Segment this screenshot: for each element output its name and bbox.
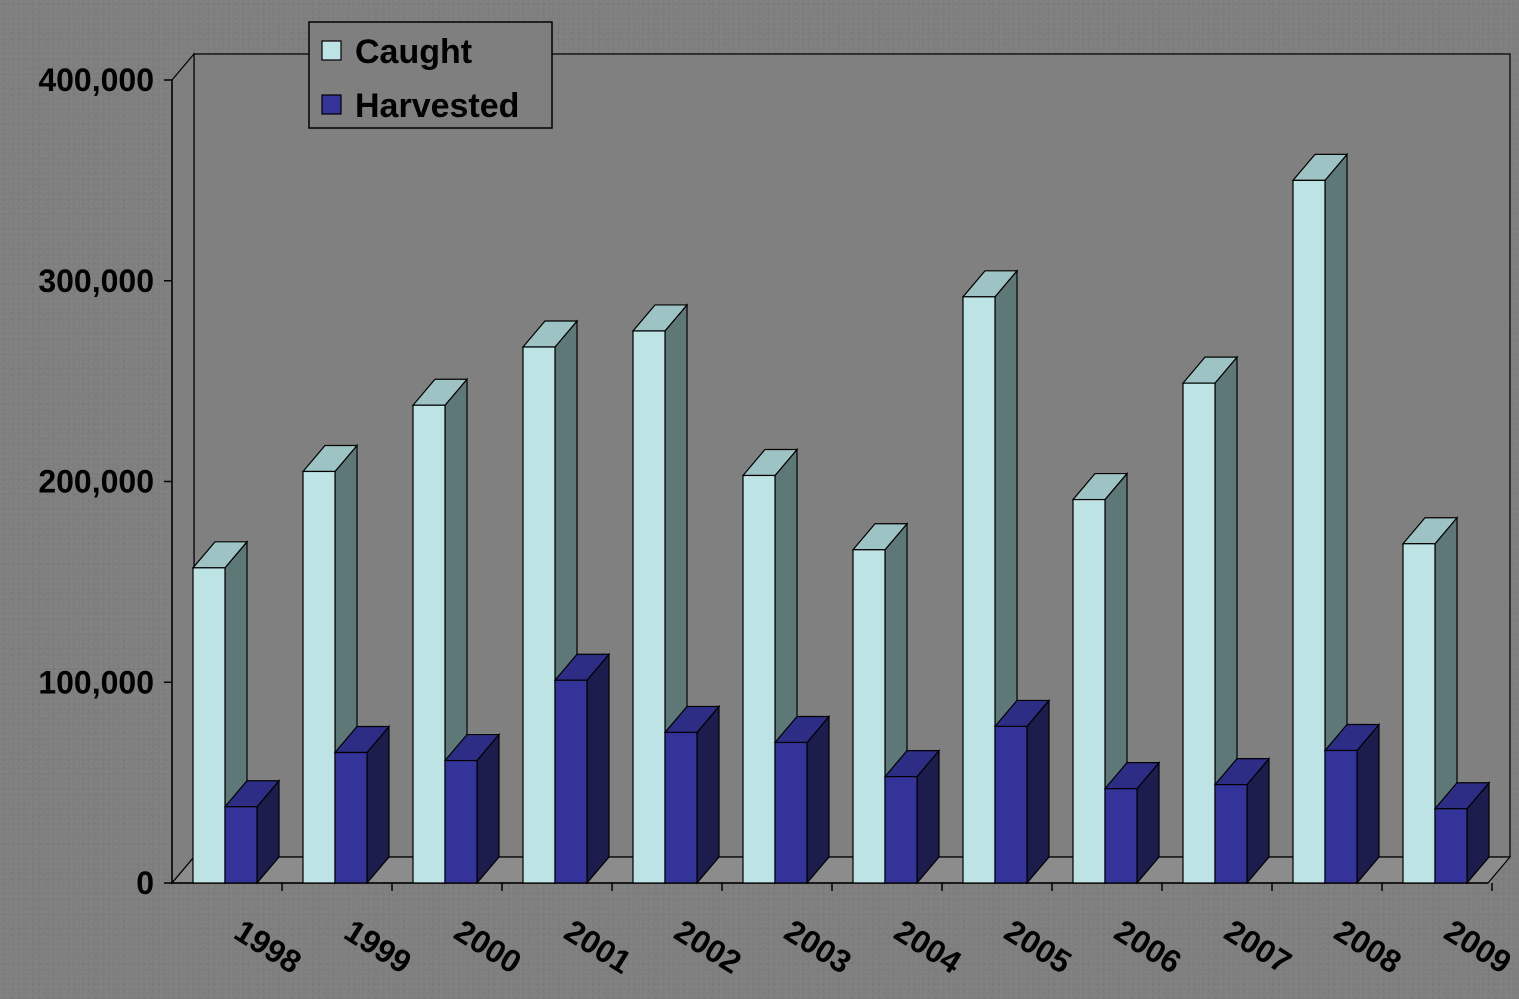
bar-harvested bbox=[1433, 781, 1491, 885]
y-tick-label: 300,000 bbox=[38, 263, 154, 299]
bar-caught-front bbox=[302, 470, 336, 884]
bar-caught-front bbox=[1292, 179, 1326, 884]
bar-caught bbox=[851, 522, 909, 885]
bar-harvested bbox=[1213, 756, 1271, 885]
bar-harvested-side bbox=[366, 724, 390, 885]
y-tick-label: 400,000 bbox=[38, 62, 154, 98]
bar-caught-front bbox=[1182, 382, 1216, 884]
bar-caught-front bbox=[1072, 498, 1106, 884]
bar-harvested-front bbox=[224, 806, 258, 884]
bars-group bbox=[191, 152, 1491, 885]
legend-swatch bbox=[321, 40, 342, 61]
legend-label: Harvested bbox=[355, 87, 519, 125]
legend-label: Caught bbox=[355, 33, 472, 71]
bar-harvested bbox=[553, 652, 611, 885]
bar-harvested bbox=[993, 698, 1051, 885]
bar-harvested bbox=[443, 732, 501, 885]
bar-caught-front bbox=[1402, 543, 1436, 884]
legend: Caught Harvested bbox=[308, 21, 553, 129]
y-axis: 0 100,000 200,000 300,000 400,000 bbox=[38, 62, 173, 901]
bar-harvested-front bbox=[1104, 788, 1138, 884]
x-tick-label: 2008 bbox=[1328, 912, 1407, 980]
bar-harvested bbox=[663, 704, 721, 885]
x-tick-label: 1998 bbox=[228, 912, 307, 980]
y-tick-label: 200,000 bbox=[38, 464, 154, 500]
bar-harvested-front bbox=[554, 679, 588, 884]
legend-box bbox=[308, 21, 553, 129]
legend-swatch bbox=[321, 94, 342, 115]
bar-harvested-side bbox=[1356, 722, 1380, 885]
bar-caught-front bbox=[522, 346, 556, 884]
x-tick-label: 2000 bbox=[448, 912, 527, 980]
bar-harvested-side bbox=[696, 704, 720, 885]
bar-caught bbox=[1401, 516, 1459, 885]
x-tick-label: 2009 bbox=[1438, 912, 1517, 980]
bar-harvested-front bbox=[1434, 808, 1468, 884]
y-tick-label: 100,000 bbox=[38, 664, 154, 700]
bar-harvested-front bbox=[334, 751, 368, 884]
x-tick-label: 2001 bbox=[558, 912, 637, 980]
bar-caught-front bbox=[192, 567, 226, 884]
side-wall bbox=[171, 52, 195, 885]
bar-harvested bbox=[223, 779, 281, 885]
x-tick-label: 2007 bbox=[1218, 912, 1297, 980]
bar-caught-front bbox=[962, 296, 996, 884]
bar-caught-front bbox=[412, 404, 446, 884]
x-tick-label: 2003 bbox=[778, 912, 857, 980]
bar-caught bbox=[1181, 355, 1239, 885]
x-tick-label: 2002 bbox=[668, 912, 747, 980]
bar-harvested-side bbox=[806, 714, 830, 885]
x-tick-label: 2006 bbox=[1108, 912, 1187, 980]
bar-harvested bbox=[1103, 761, 1161, 885]
bar-harvested bbox=[773, 714, 831, 885]
bar-harvested-front bbox=[1214, 784, 1248, 884]
bar-harvested-front bbox=[444, 759, 478, 884]
x-tick-label: 1999 bbox=[338, 912, 417, 980]
bar-harvested-front bbox=[1324, 749, 1358, 884]
x-axis: 1998 1999 2000 2001 2002 2003 2004 2005 2006 2007… bbox=[172, 882, 1518, 981]
bar-harvested-side bbox=[1026, 698, 1050, 885]
bar-caught-front bbox=[632, 330, 666, 884]
x-tick-label: 2004 bbox=[888, 912, 968, 980]
bar-harvested bbox=[333, 724, 391, 885]
bar-harvested-front bbox=[884, 776, 918, 884]
bar-harvested-front bbox=[994, 725, 1028, 884]
bar-harvested-front bbox=[664, 731, 698, 884]
x-tick-label: 2005 bbox=[998, 912, 1077, 980]
bar-harvested bbox=[1323, 722, 1381, 885]
y-tick-label: 0 bbox=[136, 865, 154, 901]
bar-caught-front bbox=[742, 474, 776, 884]
bar-harvested-side bbox=[586, 652, 610, 885]
bar-harvested bbox=[883, 748, 941, 885]
bar-caught bbox=[1291, 152, 1349, 885]
bar-harvested-front bbox=[774, 741, 808, 884]
bar-caught-front bbox=[852, 549, 886, 884]
